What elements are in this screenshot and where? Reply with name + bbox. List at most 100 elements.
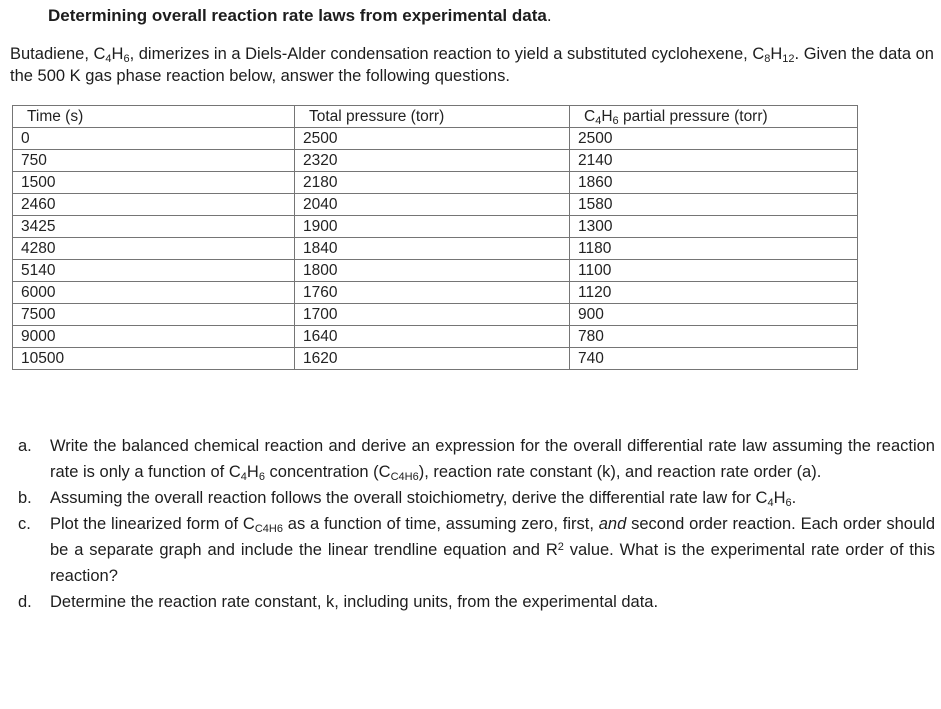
text-segment: 6 xyxy=(785,497,792,509)
table-cell: 740 xyxy=(569,347,858,370)
text-segment: Determining overall reaction rate laws f… xyxy=(48,6,547,25)
text-segment: Write the balanced chemical reaction and… xyxy=(50,437,935,481)
question-marker: c. xyxy=(18,515,31,533)
text-segment: C4H6 xyxy=(390,471,419,483)
table-row: 6000 1760 1120 xyxy=(12,281,858,304)
table-cell: 750 xyxy=(12,149,295,172)
text-segment: 4 xyxy=(105,53,112,65)
question-text: Determine the reaction rate constant, k,… xyxy=(50,593,658,611)
table-cell: 2180 xyxy=(294,171,570,194)
col-header-partial-pressure: C4H6 partial pressure (torr) xyxy=(569,105,858,128)
table-cell: 6000 xyxy=(12,281,295,304)
question-item: c. Plot the linearized form of CC4H6 as a… xyxy=(0,511,935,589)
text-segment: 6 xyxy=(123,53,130,65)
text-segment: Butadiene, C xyxy=(10,45,106,63)
table-cell: 1640 xyxy=(294,325,570,348)
table-cell: 1100 xyxy=(569,259,858,282)
text-segment: partial pressure (torr) xyxy=(618,108,768,125)
question-item: d. Determine the reaction rate constant, … xyxy=(0,589,935,615)
text-segment: 4 xyxy=(767,497,774,509)
table-cell: 9000 xyxy=(12,325,295,348)
table-cell: 10500 xyxy=(12,347,295,370)
question-marker: b. xyxy=(18,489,32,507)
col-header-time: Time (s) xyxy=(12,105,295,128)
text-segment: 2 xyxy=(557,541,564,553)
text-segment: 8 xyxy=(764,53,771,65)
text-segment: 6 xyxy=(258,471,265,483)
table-cell: 900 xyxy=(569,303,858,326)
text-segment: Time (s) xyxy=(27,108,84,125)
text-segment: , dimerizes in a Diels-Alder condensatio… xyxy=(129,45,765,63)
question-text: Assuming the overall reaction follows th… xyxy=(50,489,796,509)
text-segment: . Given the data on the 500 K gas phase … xyxy=(10,45,934,85)
table-row: 1500 2180 1860 xyxy=(12,171,858,194)
table-cell: 1300 xyxy=(569,215,858,238)
text-segment: 4 xyxy=(595,115,602,127)
table-cell: 1180 xyxy=(569,237,858,260)
table-cell: 4280 xyxy=(12,237,295,260)
table-cell: 1760 xyxy=(294,281,570,304)
worksheet-page: Determining overall reaction rate laws f… xyxy=(0,6,941,709)
table-row: 3425 1900 1300 xyxy=(12,215,858,238)
table-cell: 1620 xyxy=(294,347,570,370)
text-segment: as a function of time, assuming zero, fi… xyxy=(282,515,599,533)
table-cell: 1700 xyxy=(294,303,570,326)
question-item: b. Assuming the overall reaction follows … xyxy=(0,485,935,511)
question-text: Plot the linearized form of CC4H6 as a f… xyxy=(50,515,935,585)
questions-list: a. Write the balanced chemical reaction a… xyxy=(0,433,935,615)
table-row: 9000 1640 780 xyxy=(12,325,858,348)
experimental-data-table: Time (s) Total pressure (torr) C4H6 part… xyxy=(12,105,858,370)
intro-paragraph: Butadiene, C4H6, dimerizes in a Diels-Al… xyxy=(10,43,935,87)
text-segment: C4H6 xyxy=(254,523,283,535)
text-segment: H xyxy=(601,108,613,125)
question-text: Write the balanced chemical reaction and… xyxy=(50,437,935,483)
text-segment: H xyxy=(246,463,259,481)
text-segment: second order reaction. Each order should… xyxy=(50,515,935,559)
text-segment: and xyxy=(598,515,627,533)
text-segment: C xyxy=(584,108,596,125)
table-cell: 1500 xyxy=(12,171,295,194)
table-cell: 1580 xyxy=(569,193,858,216)
table-row: 2460 2040 1580 xyxy=(12,193,858,216)
table-cell: 2040 xyxy=(294,193,570,216)
text-segment: 4 xyxy=(240,471,247,483)
text-segment: Determine the reaction rate constant, k,… xyxy=(50,593,659,611)
table-row: 0 2500 2500 xyxy=(12,127,858,150)
table-row: 7500 1700 900 xyxy=(12,303,858,326)
table-cell: 2500 xyxy=(294,127,570,150)
table-cell: 2140 xyxy=(569,149,858,172)
table-cell: 7500 xyxy=(12,303,295,326)
text-segment: concentration (C xyxy=(264,463,391,481)
table-cell: 3425 xyxy=(12,215,295,238)
table-cell: 1860 xyxy=(569,171,858,194)
text-segment: Plot the linearized form of C xyxy=(50,515,255,533)
table-cell: 780 xyxy=(569,325,858,348)
table-cell: 0 xyxy=(12,127,295,150)
table-cell: 1840 xyxy=(294,237,570,260)
text-segment: H xyxy=(773,489,786,507)
table-cell: 1900 xyxy=(294,215,570,238)
text-segment: H xyxy=(770,45,783,63)
question-marker: d. xyxy=(18,593,32,611)
question-item: a. Write the balanced chemical reaction a… xyxy=(0,433,935,485)
table-cell: 2460 xyxy=(12,193,295,216)
text-segment: 6 xyxy=(612,115,619,127)
table-cell: 1800 xyxy=(294,259,570,282)
table-cell: 2500 xyxy=(569,127,858,150)
text-segment: Assuming the overall reaction follows th… xyxy=(50,489,768,507)
table-cell: 5140 xyxy=(12,259,295,282)
table-row: 10500 1620 740 xyxy=(12,347,858,370)
question-marker: a. xyxy=(18,437,32,455)
table-row: 4280 1840 1180 xyxy=(12,237,858,260)
table-body: 0 2500 2500 750 2320 2140 1500 2180 1860 2460 2040… xyxy=(12,127,858,370)
text-segment: 12 xyxy=(782,53,795,65)
table-header-row: Time (s) Total pressure (torr) C4H6 part… xyxy=(12,105,858,128)
text-segment: Total pressure (torr) xyxy=(309,108,445,125)
text-segment: H xyxy=(111,45,124,63)
page-title: Determining overall reaction rate laws f… xyxy=(48,6,941,26)
text-segment: . xyxy=(546,6,552,25)
table-cell: 1120 xyxy=(569,281,858,304)
text-segment: value. What is the experimental rate ord… xyxy=(50,541,935,585)
table-row: 750 2320 2140 xyxy=(12,149,858,172)
text-segment: ), reaction rate constant (k), and react… xyxy=(418,463,822,481)
